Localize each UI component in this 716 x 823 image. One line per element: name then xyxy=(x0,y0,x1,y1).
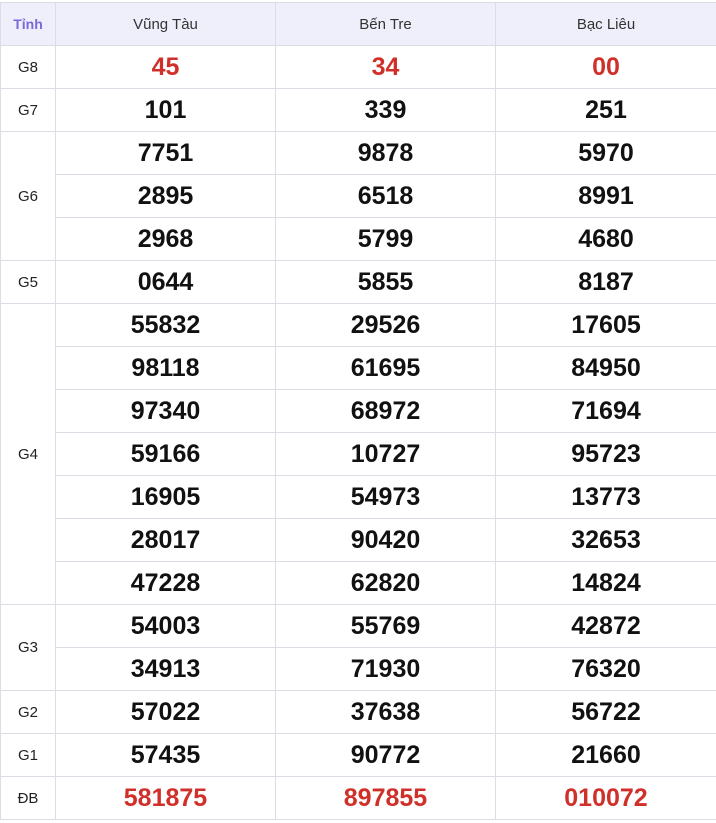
prize-label: G2 xyxy=(0,690,56,734)
result-number: 16905 xyxy=(55,475,276,519)
table-row: 28017 90420 32653 xyxy=(1,518,716,562)
result-number: 581875 xyxy=(55,776,276,820)
result-number: 339 xyxy=(275,88,496,132)
table-row: 47228 62820 14824 xyxy=(1,561,716,605)
result-number: 32653 xyxy=(495,518,716,562)
table-row: 98118 61695 84950 xyxy=(1,346,716,390)
result-number: 00 xyxy=(495,45,716,89)
result-number: 101 xyxy=(55,88,276,132)
table-row: 97340 68972 71694 xyxy=(1,389,716,433)
result-number: 55832 xyxy=(55,303,276,347)
table-row: 16905 54973 13773 xyxy=(1,475,716,519)
prize-label: G8 xyxy=(0,45,56,89)
result-number: 97340 xyxy=(55,389,276,433)
result-number: 90420 xyxy=(275,518,496,562)
result-number: 71930 xyxy=(275,647,496,691)
prize-label: G3 xyxy=(0,604,56,691)
result-number: 68972 xyxy=(275,389,496,433)
table-row: G6 7751 9878 5970 xyxy=(0,131,716,261)
result-number: 62820 xyxy=(275,561,496,605)
table-row: 34913 71930 76320 xyxy=(1,647,716,691)
result-number: 2895 xyxy=(55,174,276,218)
result-number: 98118 xyxy=(55,346,276,390)
result-number: 42872 xyxy=(495,604,716,648)
result-number: 21660 xyxy=(495,733,716,777)
result-number: 251 xyxy=(495,88,716,132)
result-number: 8991 xyxy=(495,174,716,218)
table-row: G7 101 339 251 xyxy=(0,88,716,132)
result-number: 13773 xyxy=(495,475,716,519)
prize-label: G1 xyxy=(0,733,56,777)
table-row: G8 45 34 00 xyxy=(0,45,716,89)
header-province: Vũng Tàu xyxy=(55,2,276,46)
result-number: 37638 xyxy=(275,690,496,734)
result-number: 6518 xyxy=(275,174,496,218)
result-number: 28017 xyxy=(55,518,276,562)
result-number: 59166 xyxy=(55,432,276,476)
result-number: 61695 xyxy=(275,346,496,390)
result-number: 76320 xyxy=(495,647,716,691)
result-number: 95723 xyxy=(495,432,716,476)
result-number: 45 xyxy=(55,45,276,89)
header-province: Bến Tre xyxy=(275,2,496,46)
result-number: 90772 xyxy=(275,733,496,777)
result-number: 9878 xyxy=(275,131,496,175)
table-row: G3 54003 55769 42872 xyxy=(0,604,716,691)
result-number: 17605 xyxy=(495,303,716,347)
result-number: 010072 xyxy=(495,776,716,820)
result-number: 34 xyxy=(275,45,496,89)
result-number: 14824 xyxy=(495,561,716,605)
result-number: 5799 xyxy=(275,217,496,261)
result-number: 34913 xyxy=(55,647,276,691)
result-number: 71694 xyxy=(495,389,716,433)
result-number: 5855 xyxy=(275,260,496,304)
result-number: 5970 xyxy=(495,131,716,175)
result-number: 0644 xyxy=(55,260,276,304)
result-number: 57022 xyxy=(55,690,276,734)
result-number: 8187 xyxy=(495,260,716,304)
prize-label: ĐB xyxy=(0,776,56,820)
table-row: 59166 10727 95723 xyxy=(1,432,716,476)
result-number: 55769 xyxy=(275,604,496,648)
prize-label: G5 xyxy=(0,260,56,304)
result-number: 84950 xyxy=(495,346,716,390)
result-number: 2968 xyxy=(55,217,276,261)
header-tinh: Tỉnh xyxy=(0,2,56,46)
result-number: 7751 xyxy=(55,131,276,175)
prize-label: G7 xyxy=(0,88,56,132)
result-number: 4680 xyxy=(495,217,716,261)
result-number: 54973 xyxy=(275,475,496,519)
header-province: Bạc Liêu xyxy=(495,2,716,46)
table-row: ĐB 581875 897855 010072 xyxy=(0,776,716,820)
result-number: 54003 xyxy=(55,604,276,648)
result-number: 29526 xyxy=(275,303,496,347)
table-row: G5 0644 5855 8187 xyxy=(0,260,716,304)
result-number: 57435 xyxy=(55,733,276,777)
table-row: G1 57435 90772 21660 xyxy=(0,733,716,777)
result-number: 897855 xyxy=(275,776,496,820)
header-row: Tỉnh Vũng Tàu Bến Tre Bạc Liêu xyxy=(0,2,716,46)
table-row: 2895 6518 8991 xyxy=(1,174,716,218)
result-number: 10727 xyxy=(275,432,496,476)
result-number: 56722 xyxy=(495,690,716,734)
table-row: G2 57022 37638 56722 xyxy=(0,690,716,734)
table-row: 2968 5799 4680 xyxy=(1,217,716,261)
result-number: 47228 xyxy=(55,561,276,605)
prize-label: G6 xyxy=(0,131,56,261)
prize-label: G4 xyxy=(0,303,56,605)
table-row: G4 55832 29526 17605 xyxy=(0,303,716,605)
